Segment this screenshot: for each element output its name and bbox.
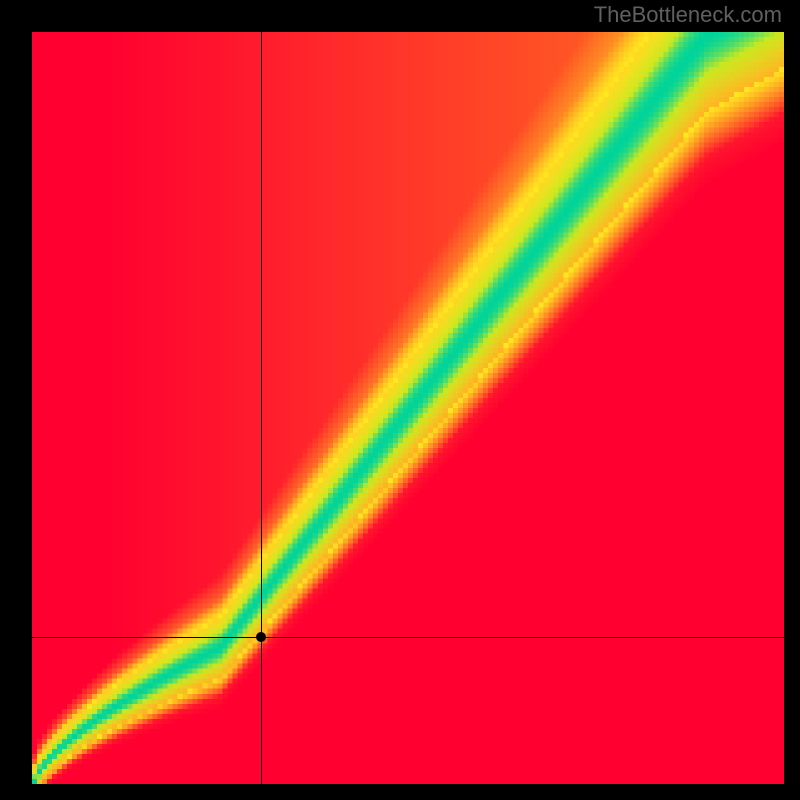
- chart-container: TheBottleneck.com: [0, 0, 800, 800]
- frame-bottom: [0, 784, 800, 800]
- watermark-text: TheBottleneck.com: [594, 2, 782, 28]
- crosshair-vertical: [261, 32, 262, 784]
- heatmap-canvas: [32, 32, 784, 784]
- frame-left: [0, 0, 32, 800]
- frame-right: [784, 0, 800, 800]
- crosshair-horizontal: [32, 637, 784, 638]
